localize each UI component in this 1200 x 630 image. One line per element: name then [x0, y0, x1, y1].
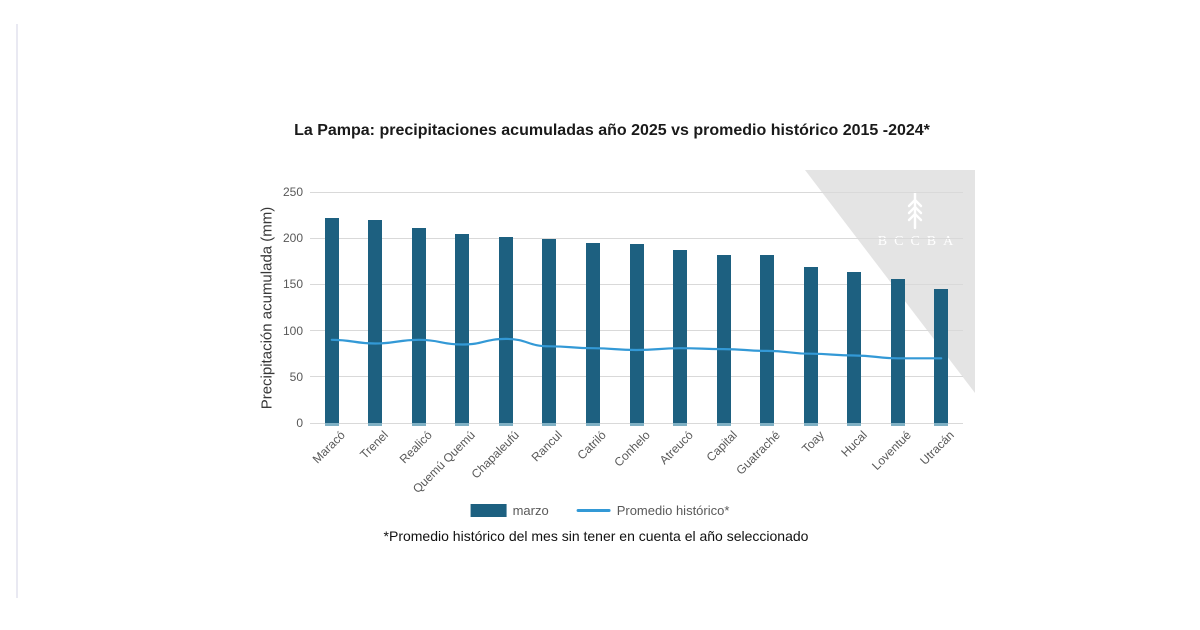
x-tick-label: Toay	[798, 428, 827, 456]
y-tick-label: 50	[289, 369, 303, 384]
left-border-line	[16, 24, 18, 598]
bar-realicó	[411, 228, 426, 426]
bar-rancul	[542, 239, 557, 426]
x-tick-label: Guatraché	[733, 428, 783, 478]
chart-footnote: *Promedio histórico del mes sin tener en…	[383, 528, 809, 544]
bar-hucal	[847, 272, 862, 426]
bar-quemú-quemú	[455, 233, 470, 426]
bar-capital	[716, 254, 731, 426]
bar-maracó	[324, 217, 339, 426]
y-tick-label: 0	[296, 416, 303, 430]
x-tick-label: Utracán	[917, 428, 958, 468]
legend-item-marzo: marzo	[470, 503, 549, 518]
x-tick-label: Trenel	[357, 428, 392, 462]
legend-marzo-label: marzo	[512, 503, 549, 518]
bar-trenel	[368, 219, 383, 426]
x-tick-label: Rancul	[529, 428, 566, 465]
y-tick-label: 250	[282, 185, 303, 199]
plot-area	[310, 191, 963, 426]
legend-promedio-swatch	[576, 509, 611, 512]
x-tick-label: Loventué	[868, 428, 914, 473]
bar-conhelo	[629, 243, 644, 426]
x-tick-label: Catriló	[574, 428, 609, 463]
y-axis-title: Precipitación acumulada (mm)	[258, 206, 276, 410]
bar-guatraché	[760, 254, 775, 426]
x-tick-label: Atreucó	[656, 428, 696, 468]
chart-title: La Pampa: precipitaciones acumuladas año…	[294, 122, 930, 139]
promedio-historico-line	[330, 337, 943, 360]
wheat-icon	[907, 191, 923, 230]
legend-item-promedio: Promedio histórico*	[576, 503, 730, 518]
x-tick-label: Maracó	[309, 428, 348, 467]
y-tick-label: 150	[282, 277, 303, 292]
bar-loventué	[890, 278, 905, 426]
gridline	[310, 237, 963, 239]
bar-atreucó	[673, 250, 688, 426]
x-tick-label: Hucal	[838, 428, 871, 460]
bar-toay	[803, 266, 818, 426]
legend-marzo-swatch	[470, 504, 507, 517]
y-tick-label: 100	[282, 323, 303, 338]
x-tick-label: Realicó	[396, 428, 435, 467]
bar-catriló	[585, 242, 600, 426]
bar-chapaleufú	[498, 237, 513, 426]
x-tick-label: Capital	[703, 428, 740, 465]
legend-promedio-label: Promedio histórico*	[616, 503, 730, 518]
gridline	[310, 191, 963, 193]
y-tick-label: 200	[282, 231, 303, 246]
chart-legend: marzo Promedio histórico*	[470, 503, 730, 518]
x-tick-label: Conhelo	[610, 428, 653, 470]
